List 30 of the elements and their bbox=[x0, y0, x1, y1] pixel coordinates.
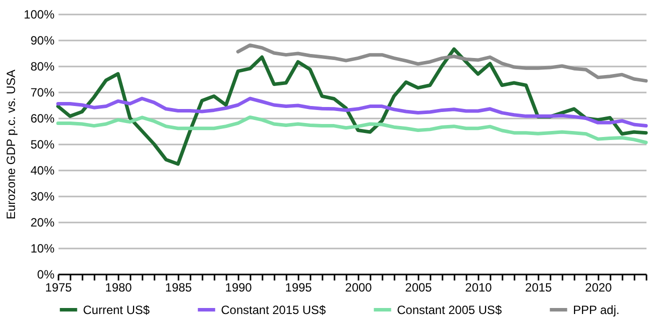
y-tick-label: 30% bbox=[30, 190, 55, 204]
x-tick-label: 1995 bbox=[285, 280, 312, 294]
y-tick-label: 90% bbox=[30, 34, 55, 48]
x-tick-label: 1990 bbox=[225, 280, 252, 294]
y-axis-title: Eurozone GDP p.c. vs. USA bbox=[4, 70, 18, 220]
y-tick-label: 60% bbox=[30, 112, 55, 126]
x-tick-label: 1980 bbox=[105, 280, 132, 294]
y-tick-label: 80% bbox=[30, 60, 55, 74]
y-tick-label: 50% bbox=[30, 138, 55, 152]
line-series bbox=[56, 96, 648, 128]
y-tick-label: 20% bbox=[30, 216, 55, 230]
x-tick-label: 2020 bbox=[585, 280, 612, 294]
y-tick-label: 100% bbox=[24, 8, 55, 22]
line-series bbox=[56, 115, 648, 144]
y-tick-label: 0% bbox=[37, 268, 55, 282]
x-tick-label: 2005 bbox=[405, 280, 432, 294]
y-tick-label: 10% bbox=[30, 242, 55, 256]
legend-label: Current US$ bbox=[83, 302, 150, 317]
line-series bbox=[56, 47, 648, 166]
legend-label: PPP adj. bbox=[573, 302, 620, 317]
x-tick-label: 2010 bbox=[465, 280, 492, 294]
legend-label: Constant 2005 US$ bbox=[397, 302, 502, 317]
y-tick-label: 40% bbox=[30, 164, 55, 178]
x-tick-label: 1975 bbox=[45, 280, 72, 294]
x-tick-label: 1985 bbox=[165, 280, 192, 294]
legend-label: Constant 2015 US$ bbox=[221, 302, 326, 317]
line-series bbox=[236, 43, 648, 83]
x-tick-label: 2015 bbox=[525, 280, 552, 294]
y-tick-label: 70% bbox=[30, 86, 55, 100]
x-tick-label: 2000 bbox=[345, 280, 372, 294]
